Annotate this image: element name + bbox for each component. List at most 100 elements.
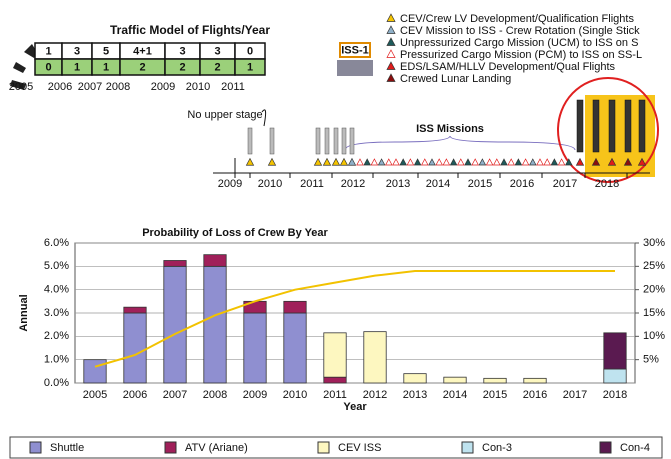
y-tick-label: 2.0% — [44, 330, 69, 342]
triangle — [377, 158, 386, 166]
timeline-year: 2018 — [595, 178, 619, 190]
triangle — [457, 158, 465, 166]
triangle — [386, 13, 396, 22]
rocket — [576, 99, 584, 153]
bar — [203, 265, 227, 384]
bar — [323, 332, 347, 378]
table-value: 2 — [139, 61, 145, 73]
rocket — [608, 99, 616, 153]
triangle — [413, 158, 422, 166]
x-tick-label: 2005 — [83, 389, 107, 401]
rocket — [315, 127, 321, 155]
x-tick-label: 2012 — [363, 389, 387, 401]
legend-label: Shuttle — [50, 442, 84, 454]
rocket — [624, 99, 632, 153]
timeline-label: ISS Missions — [416, 123, 484, 135]
triangle — [623, 157, 633, 166]
badge-image — [337, 60, 373, 76]
y2-tick-label: 5% — [643, 354, 659, 366]
timeline-year: 2009 — [218, 178, 242, 190]
bar — [163, 265, 187, 384]
brace — [344, 135, 576, 151]
table-value: 3 — [74, 45, 80, 57]
table-value: 0 — [45, 61, 51, 73]
triangle — [637, 157, 647, 166]
bar — [363, 331, 387, 384]
timeline-note: No upper stage — [187, 109, 262, 121]
rocket — [247, 127, 253, 155]
x-tick-label: 2015 — [483, 389, 507, 401]
triangle — [557, 158, 566, 166]
triangle — [607, 157, 617, 166]
bar — [323, 376, 347, 384]
table-value: 2 — [179, 61, 185, 73]
x-tick-label: 2009 — [243, 389, 267, 401]
highlight-circle — [557, 77, 659, 183]
rocket — [638, 99, 646, 153]
timeline-year: 2013 — [386, 178, 410, 190]
table-year: 2007 — [78, 81, 102, 93]
legend-swatch — [599, 441, 612, 454]
table-value: 1 — [103, 61, 109, 73]
triangle — [386, 25, 396, 34]
rocket — [349, 127, 355, 155]
timeline-legend-label: Unpressurized Cargo Mission (UCM) to ISS… — [400, 37, 638, 49]
triangle — [313, 157, 323, 166]
triangle — [385, 158, 393, 166]
bar — [283, 312, 307, 384]
triangle — [406, 158, 415, 166]
x-axis-label: Year — [343, 401, 367, 413]
timeline-year: 2016 — [510, 178, 534, 190]
legend-box — [9, 436, 663, 459]
note-arrow — [261, 109, 267, 127]
triangle — [339, 157, 349, 166]
rocket — [324, 127, 330, 155]
triangle — [485, 158, 494, 166]
badge-box — [339, 42, 371, 58]
legend-label: Con-4 — [620, 442, 650, 454]
triangle — [363, 158, 371, 166]
timeline-legend-label: CEV/Crew LV Development/Qualification Fl… — [400, 13, 634, 25]
table-value: 1 — [45, 45, 51, 57]
table-value: 3 — [214, 45, 220, 57]
triangle — [245, 157, 255, 166]
triangle — [493, 158, 501, 166]
timeline-year: 2014 — [426, 178, 450, 190]
x-tick-label: 2006 — [123, 389, 147, 401]
bar — [523, 377, 547, 384]
timeline-year: 2011 — [300, 178, 324, 190]
y-tick-label: 0.0% — [44, 377, 69, 389]
table-year: 2008 — [106, 81, 130, 93]
table-value: 1 — [74, 61, 80, 73]
triangle — [521, 158, 530, 166]
triangle — [536, 158, 544, 166]
table-value: 1 — [247, 61, 253, 73]
bar — [443, 376, 467, 384]
triangle — [507, 158, 515, 166]
bar — [163, 260, 187, 267]
x-tick-label: 2010 — [283, 389, 307, 401]
y2-tick-label: 20% — [643, 284, 665, 296]
x-tick-label: 2018 — [603, 389, 627, 401]
triangle — [514, 158, 523, 166]
triangle — [386, 37, 396, 46]
x-tick-label: 2017 — [563, 389, 587, 401]
table-year: 2005 — [9, 81, 33, 93]
x-tick-label: 2013 — [403, 389, 427, 401]
rocket — [333, 127, 339, 155]
cumulative-line — [94, 270, 615, 368]
triangle — [421, 158, 429, 166]
timeline-legend-label: EDS/LSAM/HLLV Development/Qual Flights — [400, 61, 615, 73]
triangle — [550, 158, 559, 166]
table-year: 2006 — [48, 81, 72, 93]
triangle — [356, 158, 364, 166]
legend-swatch — [164, 441, 177, 454]
y-axis-label: Annual — [18, 294, 30, 331]
bar — [243, 312, 267, 384]
triangle — [464, 158, 472, 166]
triangle — [543, 158, 551, 166]
rocket — [269, 127, 275, 155]
rocket — [592, 99, 600, 153]
timeline-year: 2012 — [341, 178, 365, 190]
